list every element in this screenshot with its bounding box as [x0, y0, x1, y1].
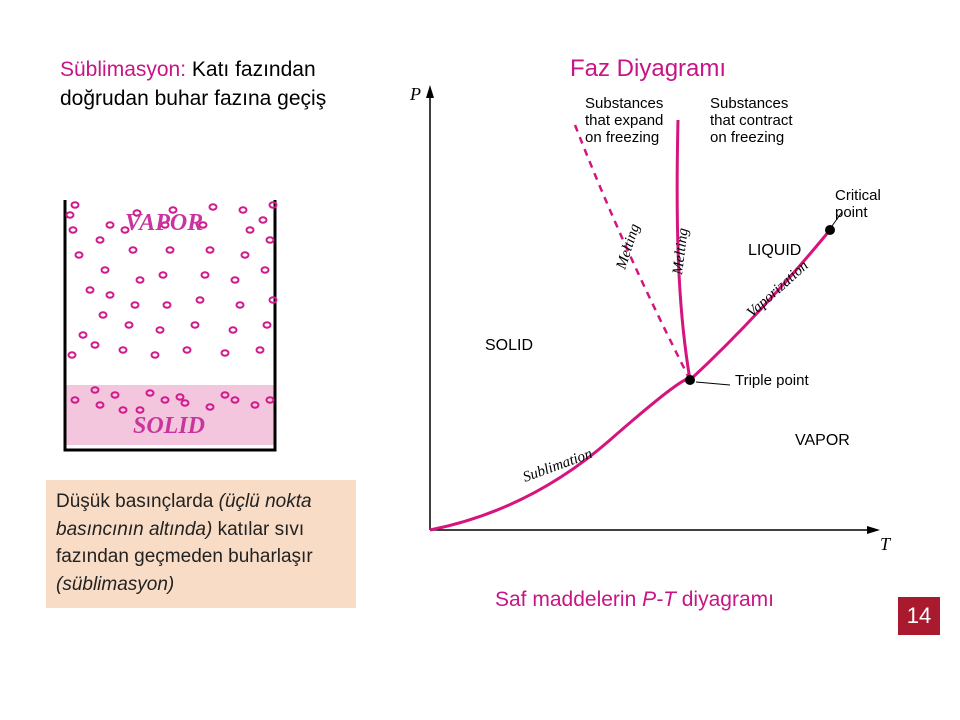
melting-label-1: Melting	[613, 221, 643, 272]
t-label: T	[880, 534, 892, 554]
vapor-label-pd: VAPOR	[795, 432, 850, 449]
sublimation-curve	[430, 379, 690, 530]
liquid-label: LIQUID	[748, 242, 801, 259]
p-label: P	[409, 84, 421, 104]
melting-label-2: Melting	[670, 227, 692, 277]
phase-diagram: P T Substancesthat expandon freezing Sub…	[380, 70, 910, 590]
triple-point-dot	[685, 375, 695, 385]
dusuk-basinclarda-box: Düşük basınçlarda (üçlü nokta basıncının…	[46, 480, 356, 608]
p-axis-arrow	[426, 85, 434, 98]
subst-contract-label: Substancesthat contracton freezing	[710, 95, 793, 146]
critical-point-dot	[825, 225, 835, 235]
vapor-label: VAPOR	[125, 210, 203, 236]
beaker-figure: VAPOR SOLID	[55, 195, 285, 455]
sublimation-title: Süblimasyon: Katı fazından doğrudan buha…	[60, 55, 340, 114]
dusuk-prefix: Düşük basınçlarda	[56, 491, 219, 512]
pt-caption-prefix: Saf maddelerin	[495, 588, 642, 611]
triple-point-label: Triple point	[735, 372, 809, 389]
t-axis-arrow	[867, 526, 880, 534]
critical-point-label: Criticalpoint	[835, 187, 881, 221]
dusuk-italic2: (süblimasyon)	[56, 574, 174, 595]
solid-label: SOLID	[133, 413, 205, 439]
sublimation-word: Süblimasyon:	[60, 58, 186, 81]
pt-caption-emph: P-T	[642, 588, 676, 611]
pt-caption-suffix: diyagramı	[676, 588, 774, 611]
vaporization-label: Vaporization	[744, 258, 812, 321]
pt-caption: Saf maddelerin P-T diyagramı	[495, 588, 774, 612]
triple-connector	[696, 382, 730, 385]
solid-label-pd: SOLID	[485, 337, 533, 354]
subst-expand-label: Substancesthat expandon freezing	[585, 95, 663, 146]
slide-number: 14	[898, 597, 940, 635]
